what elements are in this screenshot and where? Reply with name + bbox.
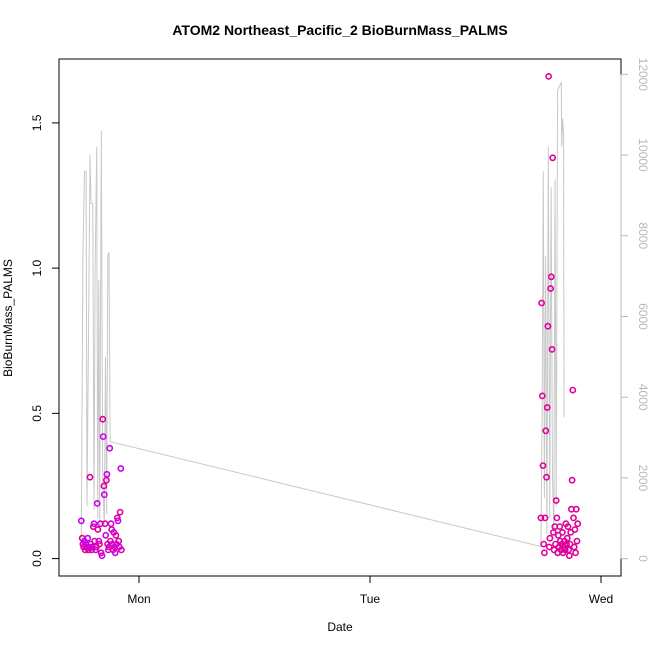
data-point bbox=[570, 514, 577, 522]
data-point bbox=[98, 552, 106, 560]
data-point bbox=[571, 526, 579, 533]
data-point bbox=[99, 415, 107, 423]
data-point bbox=[570, 543, 578, 551]
data-point bbox=[88, 546, 95, 554]
x-axis: Mon Tue Wed bbox=[127, 575, 613, 606]
data-point bbox=[548, 345, 556, 353]
data-point bbox=[92, 546, 99, 554]
data-point bbox=[100, 482, 108, 490]
data-point bbox=[559, 529, 566, 536]
data-point bbox=[563, 534, 571, 542]
data-point bbox=[547, 285, 554, 292]
series-line-path bbox=[80, 82, 565, 548]
data-point bbox=[545, 73, 552, 80]
data-point bbox=[552, 497, 560, 504]
plot-frame bbox=[58, 58, 622, 577]
data-point bbox=[543, 404, 551, 411]
y2-tick-label: 4000 bbox=[636, 384, 650, 411]
data-point bbox=[114, 517, 122, 525]
data-point bbox=[113, 514, 121, 522]
series-points bbox=[77, 73, 582, 560]
data-point bbox=[574, 520, 582, 528]
data-point bbox=[564, 523, 572, 530]
data-point bbox=[569, 386, 577, 394]
chart-title: ATOM2 Northeast_Pacific_2 BioBurnMass_PA… bbox=[172, 22, 507, 38]
data-point bbox=[99, 433, 107, 440]
data-point bbox=[542, 427, 550, 435]
x-tick-label-tue: Tue bbox=[360, 592, 381, 606]
data-point bbox=[103, 470, 111, 478]
data-point bbox=[540, 540, 548, 548]
data-point bbox=[77, 517, 85, 525]
data-point bbox=[547, 273, 555, 281]
y-tick-label: 1.0 bbox=[30, 259, 44, 276]
data-point bbox=[117, 465, 125, 472]
data-point bbox=[568, 476, 576, 484]
data-point bbox=[100, 491, 108, 499]
data-point bbox=[537, 514, 545, 522]
y-tick-label: 1.5 bbox=[30, 114, 44, 131]
data-point bbox=[102, 531, 110, 539]
data-point bbox=[566, 552, 573, 560]
data-point bbox=[541, 514, 549, 522]
y-axis-left: 0.0 0.5 1.0 1.5 bbox=[30, 114, 60, 567]
data-point bbox=[101, 520, 109, 528]
data-point bbox=[89, 523, 97, 530]
data-point bbox=[556, 523, 564, 530]
x-axis-label: Date bbox=[327, 620, 353, 634]
data-point bbox=[84, 534, 92, 542]
x-tick-label-mon: Mon bbox=[127, 592, 150, 606]
data-point bbox=[91, 537, 98, 545]
data-point bbox=[573, 537, 581, 545]
data-point bbox=[538, 392, 546, 400]
data-point bbox=[544, 322, 552, 330]
data-point bbox=[545, 543, 553, 551]
y2-tick-label: 10000 bbox=[636, 138, 650, 172]
data-point bbox=[118, 546, 125, 554]
series-line bbox=[80, 82, 565, 548]
data-point bbox=[553, 514, 561, 522]
data-point bbox=[546, 534, 554, 542]
data-point bbox=[116, 508, 124, 516]
data-point bbox=[538, 299, 545, 307]
data-point bbox=[565, 546, 573, 554]
data-point bbox=[539, 462, 547, 469]
data-point bbox=[86, 473, 94, 481]
data-point bbox=[112, 531, 120, 539]
data-point bbox=[95, 537, 103, 545]
data-point bbox=[549, 154, 557, 162]
data-point bbox=[572, 549, 579, 557]
y-tick-label: 0.5 bbox=[30, 405, 44, 422]
y2-tick-label: 12000 bbox=[636, 58, 650, 92]
data-point bbox=[96, 540, 103, 548]
data-point bbox=[561, 546, 569, 554]
data-point bbox=[115, 537, 123, 545]
data-point bbox=[90, 520, 98, 528]
y-axis-label: BioBurnMass_PALMS bbox=[1, 259, 15, 377]
data-point bbox=[93, 499, 101, 507]
data-point bbox=[107, 520, 115, 528]
data-point bbox=[111, 549, 119, 557]
data-point bbox=[550, 529, 557, 536]
y2-tick-label: 6000 bbox=[636, 303, 650, 330]
y2-tick-label: 2000 bbox=[636, 465, 650, 492]
data-point bbox=[106, 444, 114, 452]
data-point bbox=[94, 526, 102, 533]
y2-tick-label: 0 bbox=[636, 555, 650, 562]
data-point bbox=[572, 505, 580, 513]
x-tick-label-wed: Wed bbox=[589, 592, 613, 606]
y-axis-right: 0 2000 4000 6000 8000 10000 12000 bbox=[620, 58, 650, 562]
y-tick-label: 0.0 bbox=[30, 550, 44, 567]
y2-tick-label: 8000 bbox=[636, 222, 650, 249]
data-point bbox=[543, 473, 550, 481]
data-point bbox=[541, 549, 548, 557]
